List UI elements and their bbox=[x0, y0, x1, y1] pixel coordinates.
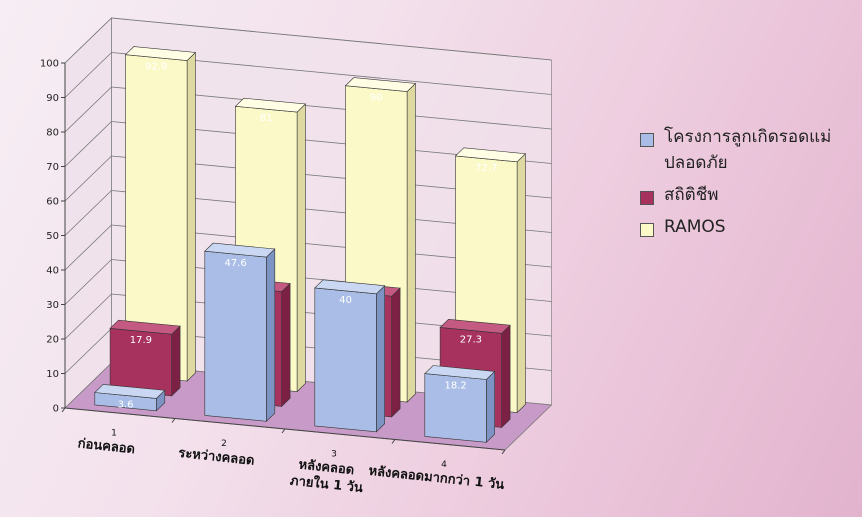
bar-top bbox=[314, 279, 386, 295]
legend-item-ramos: RAMOS bbox=[640, 217, 860, 240]
y-tick-label: 30 bbox=[46, 300, 59, 311]
category-label: ระหว่างคลอด bbox=[178, 446, 256, 469]
legend-label-ramos: RAMOS bbox=[664, 217, 726, 237]
y-tick-label: 80 bbox=[46, 128, 59, 139]
x-tick bbox=[171, 418, 176, 423]
x-tick bbox=[391, 439, 396, 444]
category-number: 2 bbox=[221, 439, 227, 449]
y-tick-label: 20 bbox=[46, 335, 59, 346]
bar bbox=[204, 250, 267, 422]
gridline bbox=[64, 17, 552, 64]
x-tick bbox=[281, 428, 286, 434]
category-label: ก่อนคลอด bbox=[77, 436, 136, 457]
y-tick-label: 10 bbox=[46, 369, 59, 380]
bar-side bbox=[296, 103, 306, 393]
bar-side bbox=[516, 152, 526, 414]
bar-side bbox=[186, 51, 196, 382]
category-label: หลังคลอดมากกว่า 1 วัน bbox=[368, 464, 505, 493]
category-number: 1 bbox=[111, 428, 117, 438]
legend-swatch-vital-stats bbox=[640, 191, 654, 205]
y-tick-label: 90 bbox=[46, 93, 59, 104]
legend-swatch-ramos bbox=[640, 223, 654, 237]
bar-top bbox=[424, 365, 496, 380]
data-label: 47.6 bbox=[224, 258, 246, 269]
bar-side bbox=[376, 284, 386, 433]
y-tick-label: 0 bbox=[53, 404, 59, 415]
bar-side bbox=[281, 282, 291, 408]
data-label: 3.6 bbox=[118, 399, 134, 410]
data-label: 72.7 bbox=[475, 163, 497, 174]
y-tick-label: 70 bbox=[46, 162, 59, 173]
y-tick-label: 40 bbox=[46, 266, 59, 277]
legend-swatch-project bbox=[640, 133, 654, 147]
y-tick-label: 50 bbox=[46, 231, 59, 242]
x-tick bbox=[61, 407, 66, 413]
bar-side bbox=[391, 287, 401, 418]
category-label: หลังคลอด bbox=[298, 457, 355, 478]
data-label: 18.2 bbox=[444, 381, 466, 392]
data-label: 92.9 bbox=[145, 62, 167, 73]
bar-side bbox=[171, 325, 181, 397]
data-label: 90 bbox=[370, 93, 383, 104]
bar-side bbox=[266, 248, 276, 423]
bar-top bbox=[94, 384, 166, 399]
legend-label-vital-stats: สถิติชีพ bbox=[664, 185, 719, 205]
bar-top bbox=[234, 97, 307, 113]
bar-top bbox=[439, 318, 511, 334]
bar-top bbox=[454, 147, 527, 163]
legend-item-project: โครงการลูกเกิดรอดแม่ปลอดภัย bbox=[640, 127, 860, 176]
bar-side bbox=[406, 82, 416, 403]
bar-side bbox=[501, 324, 511, 429]
data-label: 40 bbox=[339, 295, 352, 306]
data-label: 27.3 bbox=[460, 334, 482, 345]
bar-side bbox=[486, 370, 496, 444]
bar bbox=[314, 287, 377, 433]
y-tick-label: 60 bbox=[46, 197, 59, 208]
data-label: 81 bbox=[260, 113, 273, 124]
bar-top bbox=[204, 242, 276, 258]
category-number: 3 bbox=[331, 449, 337, 459]
x-tick bbox=[501, 449, 506, 455]
bar-top bbox=[124, 46, 197, 61]
bar-top bbox=[109, 319, 181, 335]
category-number: 4 bbox=[441, 460, 447, 470]
legend-label-project: โครงการลูกเกิดรอดแม่ปลอดภัย bbox=[664, 127, 832, 173]
legend-item-vital-stats: สถิติชีพ bbox=[640, 185, 860, 208]
y-tick-label: 100 bbox=[40, 59, 59, 70]
data-label: 17.9 bbox=[130, 335, 152, 346]
gridline bbox=[64, 52, 552, 98]
legend: โครงการลูกเกิดรอดแม่ปลอดภัย สถิติชีพ RAM… bbox=[640, 127, 860, 250]
bar-top bbox=[344, 77, 417, 92]
